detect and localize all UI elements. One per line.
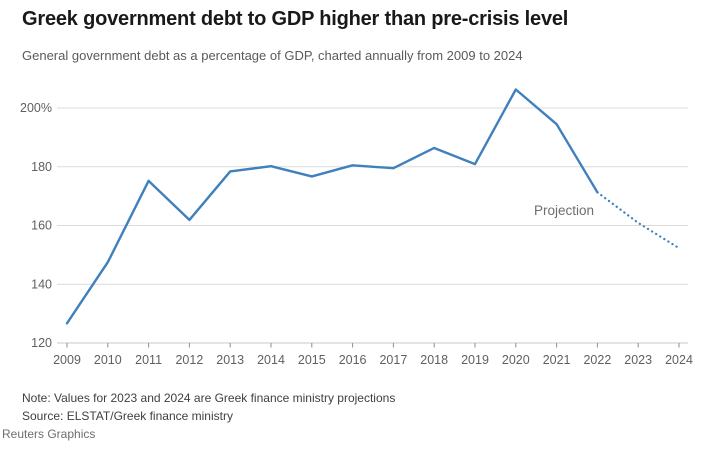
chart-subtitle: General government debt as a percentage … bbox=[22, 48, 523, 63]
chart-source: Source: ELSTAT/Greek finance ministry bbox=[22, 409, 233, 423]
x-axis-tick-label: 2021 bbox=[543, 353, 571, 367]
y-axis-tick-label: 200% bbox=[20, 101, 52, 115]
debt-line-projection-dotted bbox=[596, 191, 681, 250]
x-axis-tick-label: 2023 bbox=[624, 353, 652, 367]
x-axis-tick-label: 2019 bbox=[461, 353, 489, 367]
x-axis-tick-label: 2017 bbox=[379, 353, 407, 367]
x-axis-tick-label: 2016 bbox=[339, 353, 367, 367]
x-axis-tick-label: 2013 bbox=[216, 353, 244, 367]
x-axis-tick-label: 2014 bbox=[257, 353, 285, 367]
chart-note: Note: Values for 2023 and 2024 are Greek… bbox=[22, 391, 396, 405]
debt-line-solid bbox=[65, 88, 599, 325]
x-axis-tick-label: 2010 bbox=[94, 353, 122, 367]
page-title: Greek government debt to GDP higher than… bbox=[22, 8, 569, 30]
x-axis-tick-label: 2022 bbox=[583, 353, 611, 367]
reuters-graphics-credit: Reuters Graphics bbox=[2, 427, 96, 441]
x-axis-tick-label: 2012 bbox=[175, 353, 203, 367]
x-axis-tick-label: 2018 bbox=[420, 353, 448, 367]
y-axis-tick-label: 120 bbox=[31, 336, 52, 350]
y-axis-tick-label: 160 bbox=[31, 219, 52, 233]
x-axis-tick-label: 2011 bbox=[135, 353, 162, 367]
x-axis-tick-label: 2024 bbox=[665, 353, 693, 367]
y-axis-tick-label: 180 bbox=[31, 160, 52, 174]
x-axis-tick-label: 2009 bbox=[53, 353, 81, 367]
projection-label: Projection bbox=[534, 203, 594, 218]
x-axis-tick-label: 2020 bbox=[502, 353, 530, 367]
y-axis-tick-label: 140 bbox=[31, 277, 52, 291]
x-axis-tick-label: 2015 bbox=[298, 353, 326, 367]
